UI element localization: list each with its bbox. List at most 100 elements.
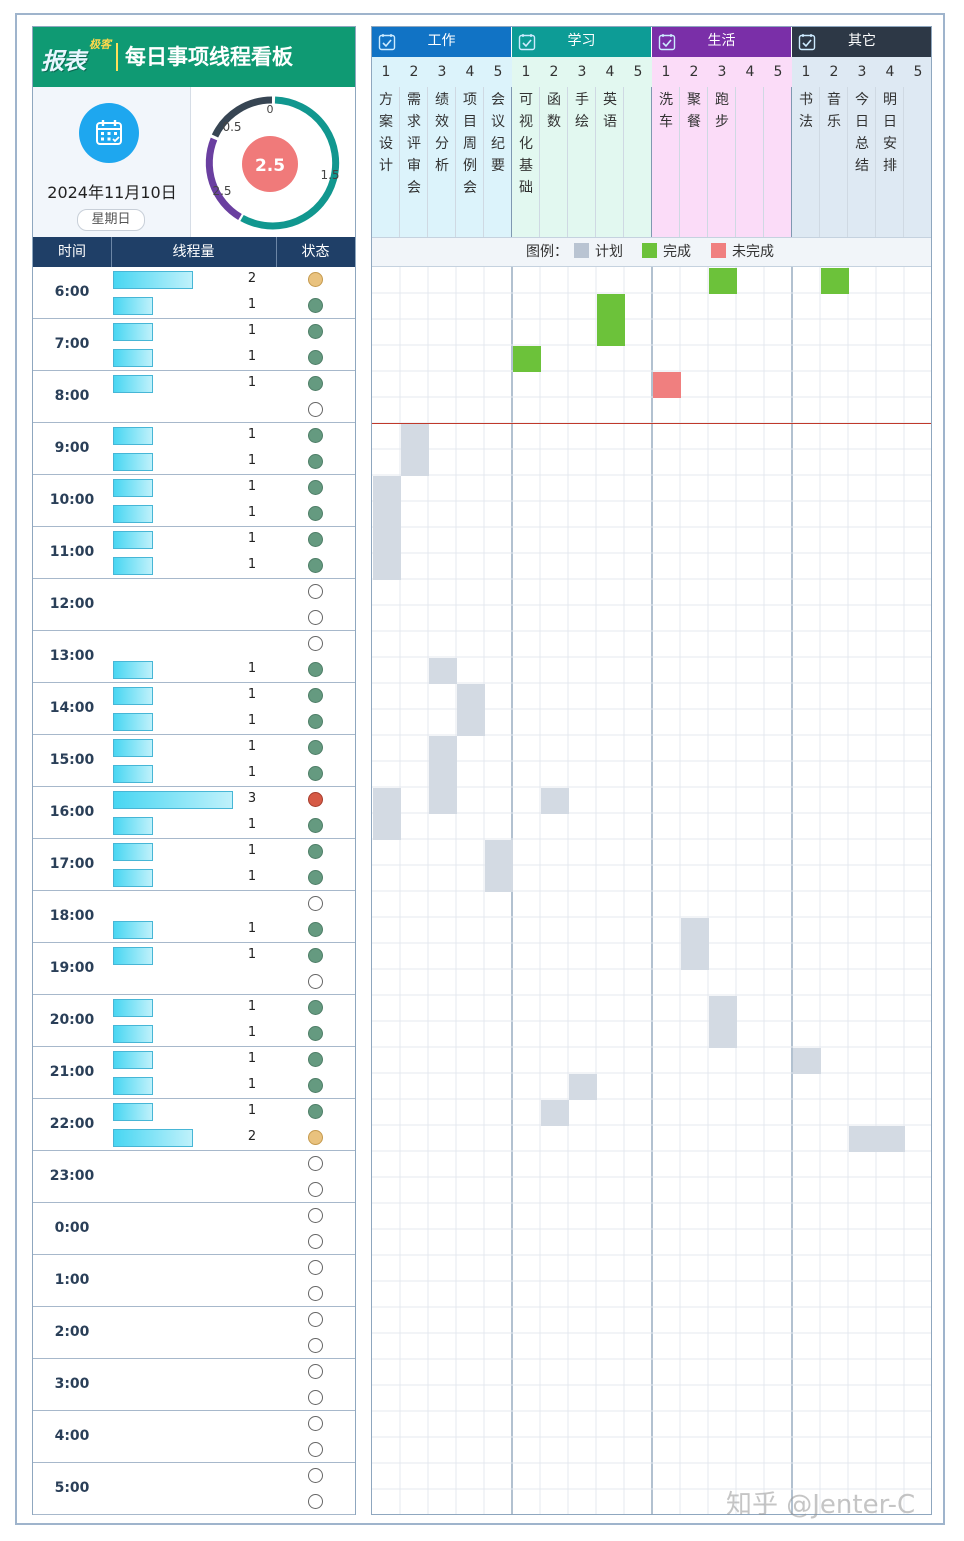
- status-dot[interactable]: [308, 948, 323, 963]
- status-dot[interactable]: [308, 1078, 323, 1093]
- status-dot[interactable]: [308, 766, 323, 781]
- task-column[interactable]: 英 语: [596, 87, 624, 237]
- schedule-cell-done[interactable]: [596, 319, 625, 346]
- status-dot[interactable]: [308, 480, 323, 495]
- status-dot[interactable]: [308, 870, 323, 885]
- task-column[interactable]: 函 数: [540, 87, 568, 237]
- task-column[interactable]: 洗 车: [652, 87, 680, 237]
- schedule-cell-plan[interactable]: [708, 1021, 737, 1048]
- task-column[interactable]: 手 绘: [568, 87, 596, 237]
- status-dot[interactable]: [308, 1130, 323, 1145]
- status-dot[interactable]: [308, 896, 323, 911]
- task-column[interactable]: [624, 87, 652, 237]
- status-dot[interactable]: [308, 454, 323, 469]
- status-dot[interactable]: [308, 1260, 323, 1275]
- status-dot[interactable]: [308, 376, 323, 391]
- schedule-cell-plan[interactable]: [540, 787, 569, 814]
- status-dot[interactable]: [308, 1338, 323, 1353]
- schedule-cell-plan[interactable]: [484, 839, 513, 866]
- status-dot[interactable]: [308, 1494, 323, 1509]
- schedule-cell-plan[interactable]: [708, 995, 737, 1022]
- category-header[interactable]: 其它: [792, 27, 931, 57]
- status-dot[interactable]: [308, 818, 323, 833]
- task-column[interactable]: 会 议 纪 要: [484, 87, 512, 237]
- status-dot[interactable]: [308, 1104, 323, 1119]
- category-header[interactable]: 工作: [372, 27, 511, 57]
- status-dot[interactable]: [308, 636, 323, 651]
- task-column[interactable]: 绩 效 分 析: [428, 87, 456, 237]
- task-column[interactable]: 方 案 设 计: [372, 87, 400, 237]
- status-dot[interactable]: [308, 1234, 323, 1249]
- schedule-cell-plan[interactable]: [680, 917, 709, 944]
- schedule-cell-plan[interactable]: [372, 527, 401, 554]
- status-dot[interactable]: [308, 272, 323, 287]
- schedule-cell-fail[interactable]: [652, 371, 681, 398]
- task-column[interactable]: [764, 87, 792, 237]
- task-column[interactable]: 项 目 周 例 会: [456, 87, 484, 237]
- status-dot[interactable]: [308, 428, 323, 443]
- status-dot[interactable]: [308, 922, 323, 937]
- schedule-cell-done[interactable]: [708, 267, 737, 294]
- status-dot[interactable]: [308, 298, 323, 313]
- schedule-cell-plan[interactable]: [400, 449, 429, 476]
- status-dot[interactable]: [308, 1000, 323, 1015]
- status-dot[interactable]: [308, 350, 323, 365]
- schedule-cell-plan[interactable]: [372, 475, 401, 502]
- status-dot[interactable]: [308, 1026, 323, 1041]
- task-column[interactable]: 需 求 评 审 会: [400, 87, 428, 237]
- category-header[interactable]: 学习: [512, 27, 651, 57]
- schedule-cell-plan[interactable]: [484, 865, 513, 892]
- status-dot[interactable]: [308, 584, 323, 599]
- status-dot[interactable]: [308, 1208, 323, 1223]
- schedule-cell-plan[interactable]: [540, 1099, 569, 1126]
- schedule-cell-plan[interactable]: [400, 423, 429, 450]
- calendar-icon[interactable]: [79, 103, 139, 163]
- schedule-cell-plan[interactable]: [568, 1073, 597, 1100]
- task-column[interactable]: [736, 87, 764, 237]
- status-dot[interactable]: [308, 1156, 323, 1171]
- status-dot[interactable]: [308, 1312, 323, 1327]
- task-column[interactable]: 今 日 总 结: [848, 87, 876, 237]
- category-header[interactable]: 生活: [652, 27, 791, 57]
- schedule-cell-plan[interactable]: [848, 1125, 877, 1152]
- task-column[interactable]: 明 日 安 排: [876, 87, 904, 237]
- schedule-cell-plan[interactable]: [372, 553, 401, 580]
- status-dot[interactable]: [308, 324, 323, 339]
- schedule-cell-plan[interactable]: [428, 787, 457, 814]
- task-column[interactable]: 书 法: [792, 87, 820, 237]
- schedule-cell-plan[interactable]: [428, 657, 457, 684]
- schedule-cell-done[interactable]: [512, 345, 541, 372]
- schedule-cell-plan[interactable]: [680, 943, 709, 970]
- status-dot[interactable]: [308, 974, 323, 989]
- task-column[interactable]: 可 视 化 基 础: [512, 87, 540, 237]
- schedule-cell-plan[interactable]: [428, 761, 457, 788]
- status-dot[interactable]: [308, 1182, 323, 1197]
- status-dot[interactable]: [308, 506, 323, 521]
- schedule-cell-plan[interactable]: [428, 735, 457, 762]
- status-dot[interactable]: [308, 714, 323, 729]
- status-dot[interactable]: [308, 1286, 323, 1301]
- status-dot[interactable]: [308, 1442, 323, 1457]
- task-column[interactable]: 音 乐: [820, 87, 848, 237]
- schedule-cell-plan[interactable]: [792, 1047, 821, 1074]
- status-dot[interactable]: [308, 1390, 323, 1405]
- status-dot[interactable]: [308, 1416, 323, 1431]
- status-dot[interactable]: [308, 558, 323, 573]
- status-dot[interactable]: [308, 532, 323, 547]
- status-dot[interactable]: [308, 1052, 323, 1067]
- status-dot[interactable]: [308, 402, 323, 417]
- schedule-cell-plan[interactable]: [876, 1125, 905, 1152]
- schedule-cell-plan[interactable]: [372, 813, 401, 840]
- schedule-cell-plan[interactable]: [456, 709, 485, 736]
- status-dot[interactable]: [308, 662, 323, 677]
- status-dot[interactable]: [308, 610, 323, 625]
- schedule-cell-done[interactable]: [596, 293, 625, 320]
- schedule-cell-done[interactable]: [820, 267, 849, 294]
- status-dot[interactable]: [308, 740, 323, 755]
- status-dot[interactable]: [308, 688, 323, 703]
- status-dot[interactable]: [308, 1364, 323, 1379]
- status-dot[interactable]: [308, 792, 323, 807]
- task-column[interactable]: 跑 步: [708, 87, 736, 237]
- schedule-cell-plan[interactable]: [372, 501, 401, 528]
- schedule-cell-plan[interactable]: [372, 787, 401, 814]
